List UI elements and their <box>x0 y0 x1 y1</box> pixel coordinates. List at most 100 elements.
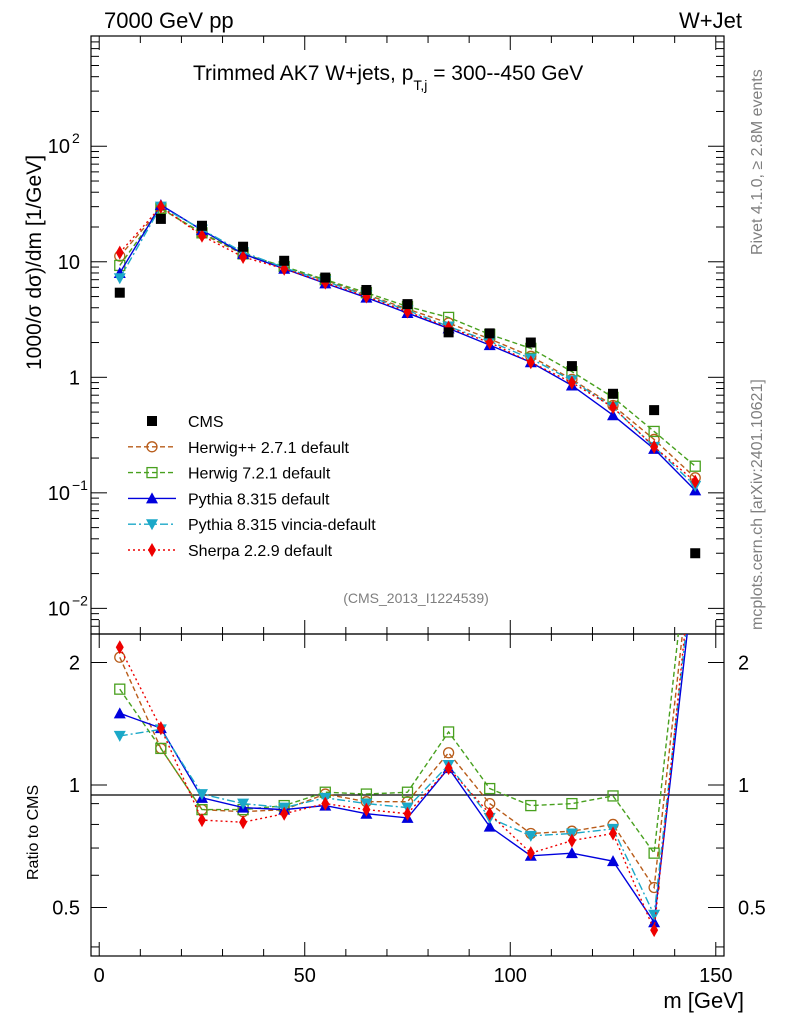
series-point <box>197 228 206 243</box>
ratio-point <box>401 786 414 798</box>
main-panel-frame <box>90 35 725 635</box>
series-point <box>156 199 165 214</box>
ratio-point <box>237 798 250 810</box>
series-point <box>567 375 576 390</box>
ratio-point <box>689 558 701 569</box>
series-point <box>648 425 660 438</box>
ratio-line <box>119 634 688 925</box>
reference-point <box>649 405 660 416</box>
series-point <box>650 439 659 454</box>
reference-point <box>114 287 125 298</box>
reference-point <box>443 327 454 338</box>
legend-marker <box>146 519 158 531</box>
main-y-tick-label: 1 <box>69 367 80 389</box>
ratio-point <box>403 806 412 821</box>
ratio-point <box>648 909 661 921</box>
ratio-point <box>155 742 167 755</box>
ratio-point <box>650 923 659 938</box>
ratio-y-tick-label: 0.5 <box>52 897 80 919</box>
ratio-point <box>525 799 537 812</box>
reference-point <box>608 388 619 399</box>
ratio-line <box>119 634 684 890</box>
ratio-point <box>280 806 289 821</box>
ratio-point <box>524 830 537 842</box>
ratio-point <box>362 802 371 817</box>
ratio-point <box>691 524 699 538</box>
ratio-point <box>156 721 165 736</box>
legend-label: Sherpa 2.2.9 default <box>188 543 333 560</box>
reference-point <box>155 213 166 224</box>
ratio-point <box>483 820 496 832</box>
legend-label: Herwig++ 2.7.1 default <box>188 440 350 457</box>
x-axis-label: m [GeV] <box>663 988 744 1013</box>
series-point <box>689 460 701 472</box>
header-right-label: W+Jet <box>679 8 742 33</box>
main-panel-data <box>113 199 702 559</box>
reference-point <box>402 299 413 310</box>
ratio-point <box>526 846 535 861</box>
plot-title-main: Trimmed AK7 W+jets, p <box>193 62 413 85</box>
series-point <box>485 335 494 350</box>
plot-title: Trimmed AK7 W+jets, pT,j = 300--450 GeV <box>193 62 583 93</box>
reference-point <box>238 241 249 252</box>
series-point <box>609 400 618 415</box>
reference-point <box>566 361 577 372</box>
x-tick-label: 0 <box>94 965 105 987</box>
ratio-point <box>195 789 208 801</box>
reference-point <box>484 328 495 339</box>
series-line <box>119 205 696 487</box>
main-y-tick-exponent: 2 <box>72 130 80 146</box>
main-y-tick-label: 10 <box>48 136 70 158</box>
main-y-axis-label: 1000/σ dσ)/dm [1/GeV] <box>23 155 46 370</box>
ratio-point <box>442 747 455 759</box>
ratio-y-tick-label: 1 <box>69 775 80 797</box>
x-tick-label: 150 <box>699 965 732 987</box>
reference-point <box>196 220 207 231</box>
ratio-y-tick-label-right: 2 <box>738 653 749 675</box>
legend-marker <box>147 416 157 426</box>
ratio-point <box>239 815 248 830</box>
header-left-label: 7000 GeV pp <box>104 8 234 33</box>
ratio-point <box>609 826 618 841</box>
ratio-point <box>115 640 124 655</box>
legend-marker <box>146 466 158 479</box>
ratio-panel-data <box>113 514 701 938</box>
series-point <box>113 273 126 285</box>
plot-title-tail: = 300--450 GeV <box>427 62 583 85</box>
ratio-point <box>607 790 619 802</box>
legend-label: Herwig 7.2.1 default <box>188 466 331 483</box>
ratio-point <box>565 847 578 859</box>
main-y-tick-label: 10 <box>48 598 70 620</box>
ratio-line <box>119 634 680 856</box>
ratio-line <box>119 634 686 931</box>
legend-marker <box>146 492 158 504</box>
ratio-point <box>113 730 126 742</box>
ratio-point <box>442 726 455 738</box>
ratio-point <box>113 707 126 719</box>
legend-label: Pythia 8.315 default <box>188 491 330 508</box>
x-tick-label: 100 <box>494 965 527 987</box>
ratio-point <box>566 797 578 810</box>
main-y-tick-label: 10 <box>48 483 70 505</box>
series-point <box>239 249 248 264</box>
ratio-y-tick-label: 2 <box>69 653 80 675</box>
ratio-y-tick-label-right: 1 <box>738 775 749 797</box>
legend-label: CMS <box>188 414 224 431</box>
main-y-tick-exponent: −1 <box>72 477 88 493</box>
ratio-point <box>444 761 453 776</box>
ratio-point <box>607 855 620 867</box>
ratio-point <box>321 796 330 811</box>
mcplots-label: mcplots.cern.ch [arXiv:2401.10621] <box>749 379 766 630</box>
series-line <box>119 207 696 479</box>
ratio-point <box>484 782 496 795</box>
main-y-tick-exponent: −2 <box>72 592 88 608</box>
ratio-point <box>690 514 700 524</box>
series-point <box>526 355 535 370</box>
ratio-point <box>485 806 494 821</box>
series-point <box>607 409 620 421</box>
x-tick-label: 50 <box>294 965 316 987</box>
ratio-y-tick-label-right: 0.5 <box>738 897 766 919</box>
legend: CMS Herwig++ 2.7.1 default Herwig 7.2.1 de… <box>128 414 376 560</box>
ratio-point <box>648 916 661 928</box>
